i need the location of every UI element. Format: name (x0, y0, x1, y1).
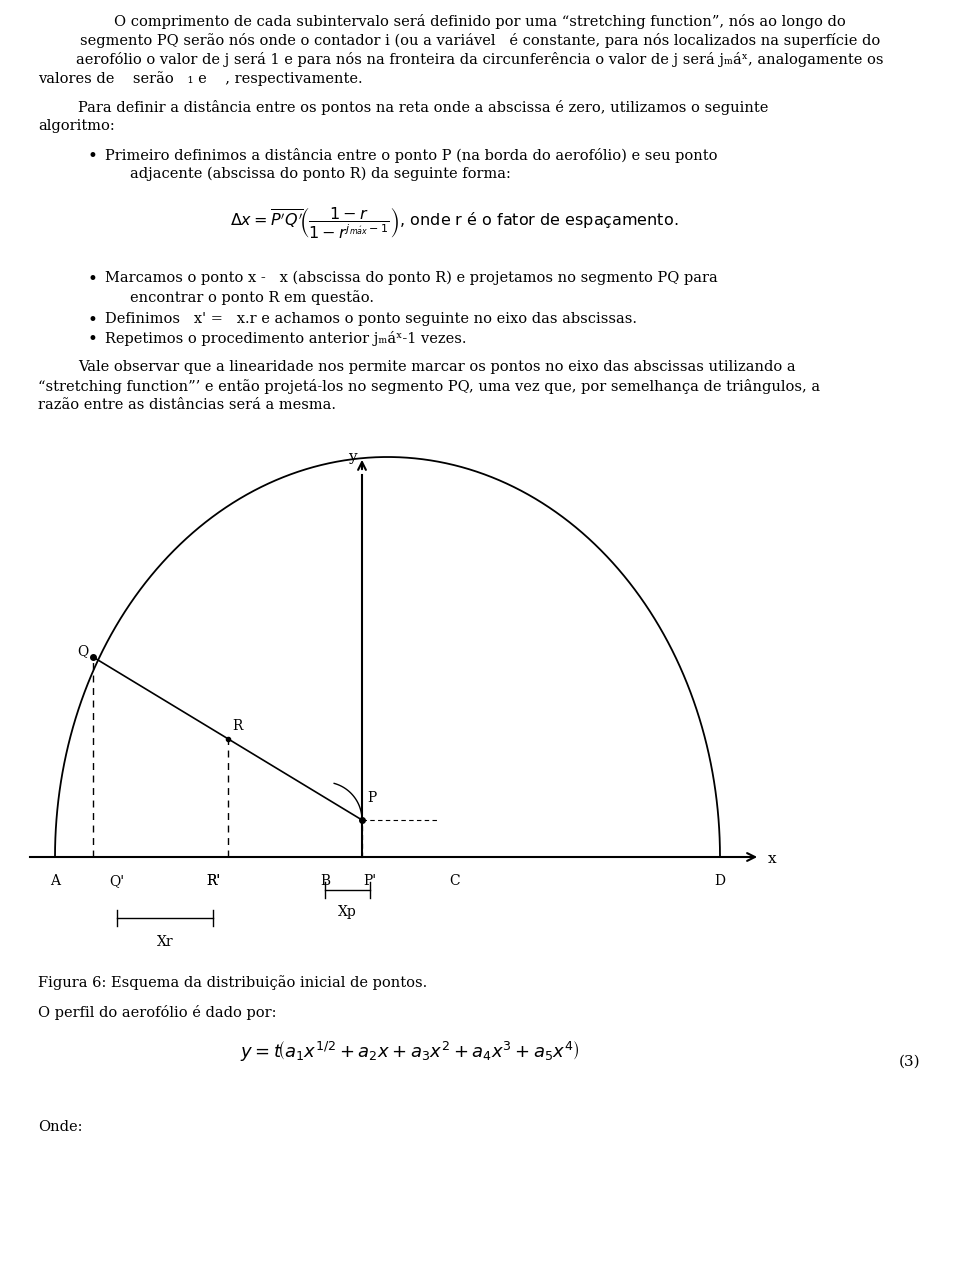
Text: y: y (348, 449, 356, 464)
Text: R': R' (205, 874, 220, 889)
Text: O perfil do aerofólio é dado por:: O perfil do aerofólio é dado por: (38, 1005, 276, 1019)
Text: •: • (88, 148, 98, 166)
Text: razão entre as distâncias será a mesma.: razão entre as distâncias será a mesma. (38, 398, 336, 412)
Text: B: B (320, 874, 330, 889)
Text: (3): (3) (899, 1055, 920, 1070)
Text: Q: Q (77, 645, 88, 657)
Text: P: P (367, 791, 376, 805)
Text: A: A (50, 874, 60, 889)
Text: Vale observar que a linearidade nos permite marcar os pontos no eixo das absciss: Vale observar que a linearidade nos perm… (78, 360, 796, 374)
Text: Definimos   x' =   x.r e achamos o ponto seguinte no eixo das abscissas.: Definimos x' = x.r e achamos o ponto seg… (105, 312, 637, 326)
Text: $y = t\!\left(a_1 x^{1/2} + a_2 x + a_3 x^2 + a_4 x^3 + a_5 x^4\right)$: $y = t\!\left(a_1 x^{1/2} + a_2 x + a_3 … (240, 1040, 580, 1064)
Text: $\Delta x = \overline{P'Q'}\!\left(\dfrac{1-r}{1-r^{j_{m\acute{a}x}-1}}\right)$,: $\Delta x = \overline{P'Q'}\!\left(\dfra… (230, 205, 679, 240)
Text: C: C (449, 874, 460, 889)
Text: Xr: Xr (156, 935, 174, 949)
Text: D: D (714, 874, 726, 889)
Text: algoritmo:: algoritmo: (38, 119, 115, 134)
Text: Marcamos o ponto x -   x (abscissa do ponto R) e projetamos no segmento PQ para: Marcamos o ponto x - x (abscissa do pont… (105, 271, 718, 285)
Text: aerofólio o valor de j será 1 e para nós na fronteira da circunferência o valor : aerofólio o valor de j será 1 e para nós… (76, 51, 884, 67)
Text: Primeiro definimos a distância entre o ponto P (na borda do aerofólio) e seu pon: Primeiro definimos a distância entre o p… (105, 148, 717, 163)
Text: segmento PQ serão nós onde o contador i (ou a variável   é constante, para nós l: segmento PQ serão nós onde o contador i … (80, 33, 880, 48)
Text: Repetimos o procedimento anterior jₘáˣ-1 vezes.: Repetimos o procedimento anterior jₘáˣ-1… (105, 331, 467, 345)
Text: Xp: Xp (338, 905, 357, 919)
Text: x: x (768, 853, 777, 865)
Text: R: R (232, 719, 243, 733)
Text: R': R' (205, 874, 220, 889)
Text: Onde:: Onde: (38, 1120, 83, 1134)
Text: “stretching function”’ e então projetá-los no segmento PQ, uma vez que, por seme: “stretching function”’ e então projetá-l… (38, 379, 820, 394)
Text: Para definir a distância entre os pontos na reta onde a abscissa é zero, utiliza: Para definir a distância entre os pontos… (78, 100, 768, 116)
Text: O comprimento de cada subintervalo será definido por uma “stretching function”, : O comprimento de cada subintervalo será … (114, 14, 846, 30)
Text: •: • (88, 312, 98, 329)
Text: adjacente (abscissa do ponto R) da seguinte forma:: adjacente (abscissa do ponto R) da segui… (130, 167, 511, 181)
Text: Figura 6: Esquema da distribuição inicial de pontos.: Figura 6: Esquema da distribuição inicia… (38, 975, 427, 990)
Text: Q': Q' (109, 874, 125, 889)
Text: •: • (88, 271, 98, 288)
Text: •: • (88, 331, 98, 348)
Text: P': P' (364, 874, 376, 889)
Text: encontrar o ponto R em questão.: encontrar o ponto R em questão. (130, 290, 374, 304)
Text: valores de    serão   ₁ e    , respectivamente.: valores de serão ₁ e , respectivamente. (38, 71, 363, 86)
